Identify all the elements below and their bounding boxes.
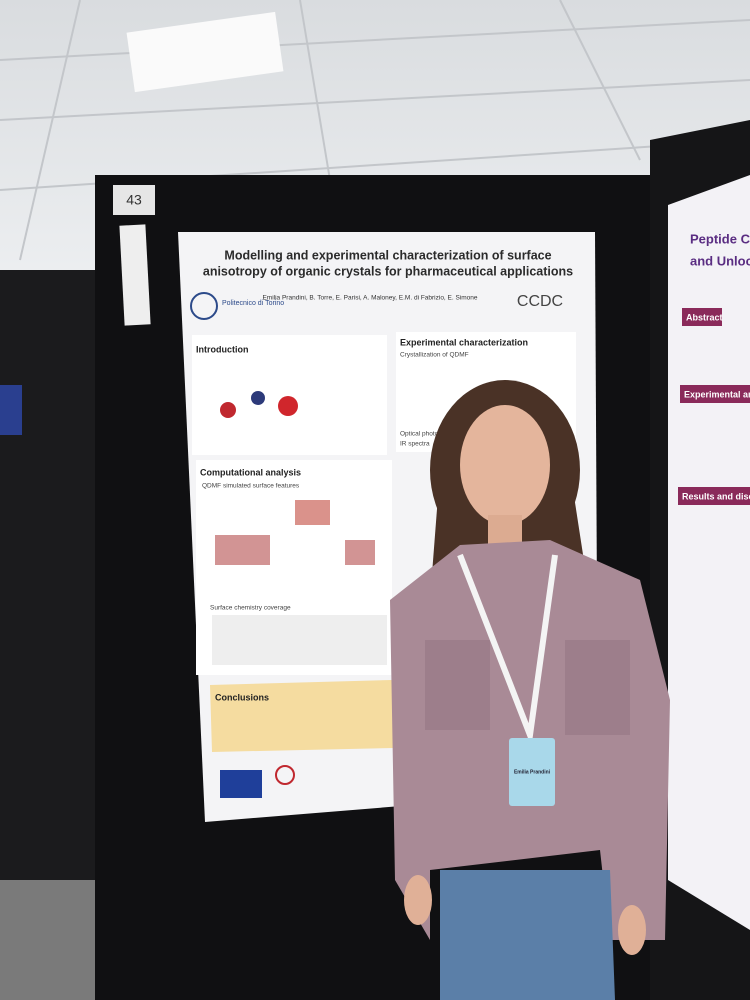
fruit [251,391,265,405]
crystal-figure [345,540,375,565]
partner-logo: CCDC [517,293,563,310]
banner [678,487,750,505]
institution: Politecnico di Torino [222,300,284,307]
number-card [113,185,155,215]
pocket [425,640,490,730]
board-number: 43 [126,192,142,208]
tag-strip [119,224,151,326]
conclusions-panel [210,680,394,752]
panel [192,335,387,455]
jeans [440,870,615,1000]
authors: Emilia Prandini, B. Torre, E. Parisi, A.… [262,295,477,302]
banner [682,308,722,326]
subheading: Optical photo [400,431,439,438]
crystal-figure [215,535,270,565]
section-heading: Computational analysis [200,467,301,477]
eu-flag [220,770,262,798]
side-poster [668,175,750,930]
pocket [565,640,630,735]
ceiling-light [126,11,284,93]
section-heading: Introduction [196,344,249,354]
lanyard [457,553,558,747]
side-section: Experimental and [684,389,750,399]
subheading: Surface chemistry coverage [210,605,291,612]
subheading: QDMF simulated surface features [202,483,300,490]
section-heading: Experimental characterization [400,337,528,347]
subheading: IR spectra [400,441,430,448]
fruit [278,396,298,416]
logo [190,292,218,320]
poster-title: anisotropy of organic crystals for pharm… [203,264,573,278]
badge [509,738,555,806]
banner [680,385,750,403]
section-heading: Conclusions [215,692,269,702]
hand [404,875,432,925]
table [212,615,387,665]
left-sticker [0,385,22,435]
side-section: Abstract [686,312,723,322]
erc-logo [275,765,295,785]
side-title: Peptide Cocry [690,231,750,246]
poster-title: Modelling and experimental characterizat… [224,248,551,262]
hand [618,905,646,955]
face [460,405,550,525]
crystal-figure [295,500,330,525]
fruit [220,402,236,418]
side-section: Results and discu [682,491,750,501]
subheading: Crystallization of QDMF [400,352,469,359]
person: Emilia Prandini [390,380,670,1000]
badge-name: Emilia Prandini [514,769,551,775]
side-title: and Unlocking [690,253,750,268]
